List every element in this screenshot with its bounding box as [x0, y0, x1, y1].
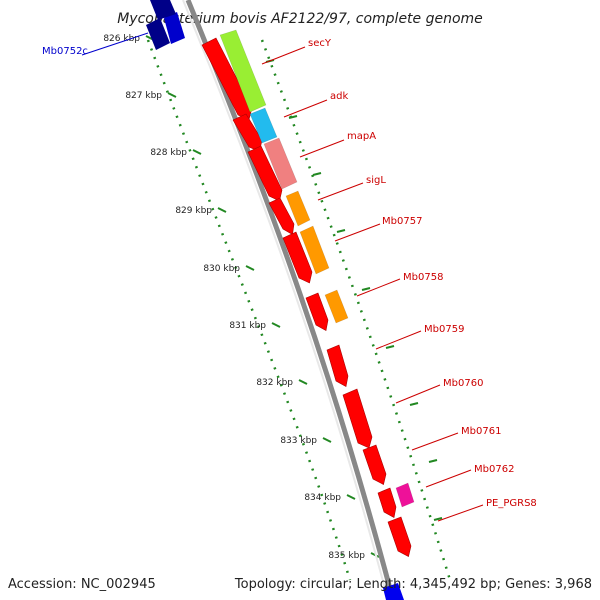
leader-line-secy [261, 46, 306, 65]
tick-label-831-kbp: 831 kbp [229, 321, 266, 331]
tick-mark [192, 149, 202, 155]
tick-mark [167, 92, 177, 98]
gene-arrow-pe-pgrs8 [387, 516, 412, 557]
tick-marks [145, 35, 443, 558]
leader-line-mapa [299, 139, 345, 158]
tick-label-834-kbp: 834 kbp [304, 493, 341, 503]
tick-label-827-kbp: 827 kbp [125, 91, 162, 101]
gene-arrow-mb0760 [342, 388, 373, 449]
feature-bar-secy [219, 29, 267, 113]
tick-mark [409, 402, 419, 406]
tick-mark [428, 459, 438, 463]
gene-arrow-top-fragment [150, 0, 176, 20]
tick-mark [245, 265, 255, 271]
gene-arrow-mb0762 [377, 487, 397, 518]
map-title: Mycobacterium bovis AF2122/97, complete … [117, 11, 483, 27]
gene-label-secy[interactable]: secY [308, 38, 332, 49]
tick-labels: 826 kbp 827 kbp 828 kbp 829 kbp 830 kbp 831 k… [103, 34, 365, 561]
gene-label-mb0758[interactable]: Mb0758 [403, 272, 443, 283]
tick-mark [361, 287, 371, 291]
gene-shapes [146, 0, 415, 600]
tick-mark [433, 517, 443, 521]
tick-mark [322, 437, 332, 443]
tick-ruler-outer [260, 39, 452, 581]
leader-line-mb0759 [375, 330, 422, 350]
leader-line-pe-pgrs8 [437, 504, 484, 522]
tick-mark [298, 379, 308, 385]
genome-backbone-inner [182, 0, 389, 600]
feature-bar-adk [249, 107, 278, 144]
gene-arrow-mb0759 [326, 344, 349, 387]
gene-label-pe-pgrs8[interactable]: PE_PGRS8 [486, 498, 537, 509]
gene-label-adk[interactable]: adk [330, 91, 348, 102]
feature-bar-mb0762 [395, 482, 415, 508]
gene-arrow-adk [232, 113, 263, 152]
tick-label-828-kbp: 828 kbp [150, 148, 187, 158]
leader-line-mb0761 [411, 432, 459, 451]
feature-bar-mapa [263, 137, 298, 190]
gene-arrow-mb0752c-part [164, 12, 185, 44]
gene-labels: Mb0752c secY adk mapA sigL Mb0757 Mb0758 Mb0759… [42, 38, 537, 509]
gene-arrow-bottom-fragment [383, 583, 404, 600]
tick-mark [288, 115, 298, 119]
leader-line-mb0760 [395, 384, 441, 404]
gene-arrow-sigl [268, 197, 295, 235]
tick-ruler-inner [146, 39, 352, 581]
tick-mark [385, 345, 395, 349]
gene-label-mapa[interactable]: mapA [347, 131, 376, 142]
tick-label-829-kbp: 829 kbp [175, 206, 212, 216]
tick-label-835-kbp: 835 kbp [328, 551, 365, 561]
accession-text: Accession: NC_002945 [8, 577, 156, 592]
gene-label-mb0759[interactable]: Mb0759 [424, 324, 464, 335]
leader-line-mb0757 [334, 223, 381, 242]
tick-label-833-kbp: 833 kbp [280, 436, 317, 446]
gene-label-mb0760[interactable]: Mb0760 [443, 378, 483, 389]
gene-arrow-mb0752c [146, 18, 170, 50]
gene-label-mb0757[interactable]: Mb0757 [382, 216, 422, 227]
tick-mark [271, 322, 281, 328]
tick-mark [346, 494, 356, 500]
gene-label-mb0761[interactable]: Mb0761 [461, 426, 501, 437]
gene-label-mb0752c[interactable]: Mb0752c [42, 46, 88, 57]
leader-line-mb0762 [425, 469, 472, 488]
leader-line-sigl [317, 182, 364, 201]
tick-label-830-kbp: 830 kbp [203, 264, 240, 274]
gene-arrow-secy [201, 37, 253, 120]
tick-label-826-kbp: 826 kbp [103, 34, 140, 44]
tick-label-832-kbp: 832 kbp [256, 378, 293, 388]
feature-bar-sigl [285, 190, 311, 227]
feature-bar-mb0757 [299, 225, 330, 275]
tick-mark [312, 172, 322, 176]
leader-line-adk [283, 99, 328, 118]
gene-arrow-mapa [247, 145, 283, 202]
leader-line-mb0758 [356, 278, 401, 297]
leader-lines [81, 32, 484, 522]
tick-mark [217, 207, 227, 213]
topology-text: Topology: circular; Length: 4,345,492 bp… [234, 577, 592, 592]
feature-bar-mb0758 [324, 289, 349, 324]
tick-mark [336, 229, 346, 233]
leader-line-mb0752c [81, 32, 149, 56]
gene-label-mb0762[interactable]: Mb0762 [474, 464, 514, 475]
gene-arrow-mb0758 [305, 292, 329, 331]
gene-arrow-mb0757 [282, 231, 313, 284]
gene-label-sigl[interactable]: sigL [366, 175, 386, 186]
gene-arrow-mb0761 [362, 444, 387, 485]
